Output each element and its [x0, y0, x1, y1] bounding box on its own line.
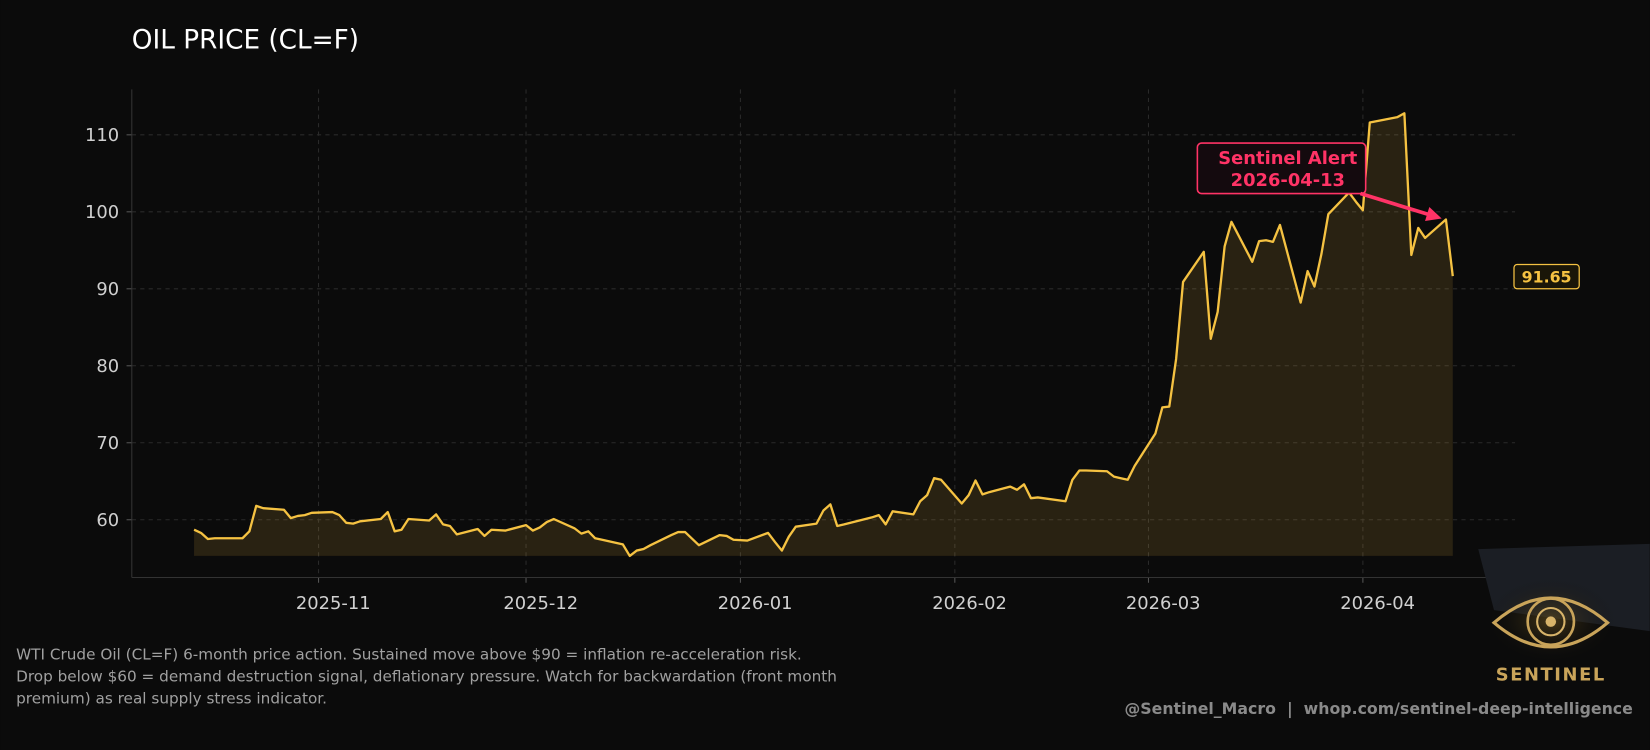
last-value-label: 91.65: [1522, 267, 1572, 286]
last-value-box: [1513, 263, 1580, 290]
chart-title: OIL PRICE (CL=F): [132, 25, 359, 55]
y-tick-label: 60: [96, 510, 119, 531]
caption-line: premium) as real supply stress indicator…: [16, 690, 327, 708]
annotation-box: [1196, 142, 1367, 195]
annotation-arrowhead: [1425, 207, 1442, 222]
logo-text: SENTINEL: [1496, 665, 1606, 686]
caption-line: Drop below $60 = demand destruction sign…: [16, 668, 837, 686]
logo-pupil: [1545, 616, 1557, 627]
x-tick-label: 2026-03: [1126, 593, 1201, 614]
x-tick-label: 2026-02: [932, 593, 1007, 614]
y-tick-label: 100: [85, 202, 119, 223]
area: [194, 113, 1453, 556]
x-tick-label: 2026-04: [1340, 593, 1415, 614]
y-tick-label: 110: [85, 125, 119, 146]
y-tick-label: 80: [96, 356, 119, 377]
x-tick-label: 2026-01: [718, 593, 793, 614]
logo-iris-inner: [1536, 606, 1566, 637]
annotation-date: 2026-04-13: [1231, 170, 1345, 191]
y-tick-label: 70: [96, 433, 119, 454]
y-tick-label: 90: [96, 279, 119, 300]
logo-eye: [1491, 596, 1611, 649]
logo: SENTINEL: [1478, 543, 1650, 686]
x-tick-label: 2025-12: [503, 593, 578, 614]
x-tick-label: 2025-11: [296, 593, 371, 614]
annotation-title: Sentinel Alert: [1218, 148, 1357, 169]
logo-iris: [1526, 597, 1576, 647]
annotation-arrow: [1359, 191, 1433, 218]
caption-line: WTI Crude Oil (CL=F) 6-month price actio…: [16, 646, 802, 664]
credit: @Sentinel_Macro | whop.com/sentinel-deep…: [1125, 699, 1633, 719]
price-line: [193, 112, 1454, 558]
